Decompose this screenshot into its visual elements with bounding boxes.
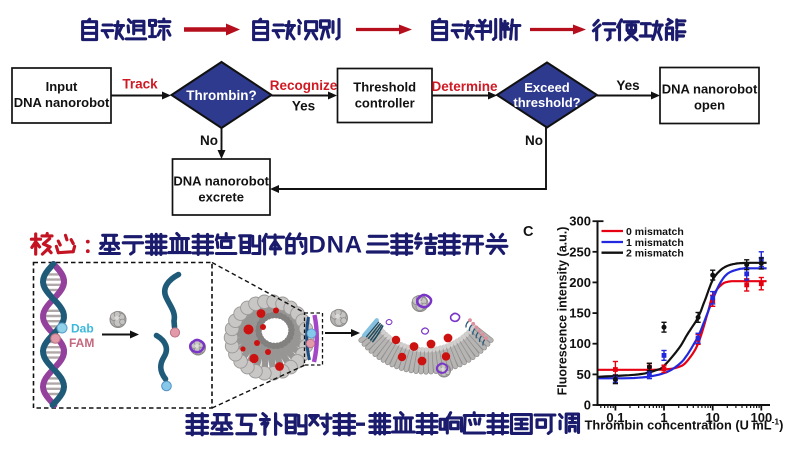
svg-text:100: 100: [569, 336, 591, 351]
svg-text:open: open: [694, 98, 725, 113]
svg-text:DNA: DNA: [309, 231, 363, 258]
svg-text:Threshold: Threshold: [353, 80, 416, 95]
svg-text:2 mismatch: 2 mismatch: [626, 248, 684, 260]
svg-text:200: 200: [569, 275, 591, 290]
svg-text:250: 250: [569, 244, 591, 259]
svg-text:Recognize: Recognize: [270, 78, 338, 93]
svg-text:controller: controller: [355, 96, 415, 111]
svg-text:Thrombin?: Thrombin?: [186, 88, 257, 103]
svg-text:300: 300: [569, 214, 591, 229]
svg-text:Dab: Dab: [71, 322, 94, 336]
svg-text:excrete: excrete: [198, 190, 244, 205]
svg-text:Yes: Yes: [292, 99, 315, 114]
svg-text:Exceed: Exceed: [524, 80, 570, 95]
svg-text:threshold?: threshold?: [513, 95, 580, 110]
svg-text:DNA nanorobot: DNA nanorobot: [173, 174, 269, 189]
svg-text:No: No: [200, 133, 218, 148]
svg-text:Track: Track: [122, 77, 158, 92]
svg-text:Determine: Determine: [431, 79, 498, 94]
svg-text:FAM: FAM: [69, 336, 94, 350]
svg-text:C: C: [523, 224, 534, 240]
svg-text:Thrombin concentration (U mL-1: Thrombin concentration (U mL-1): [585, 417, 784, 433]
svg-text:Fluorescence intensity (a.u.): Fluorescence intensity (a.u.): [556, 227, 570, 396]
svg-text:0: 0: [584, 398, 591, 413]
svg-text:150: 150: [569, 306, 591, 321]
svg-text:DNA nanorobot: DNA nanorobot: [662, 82, 758, 97]
svg-text:No: No: [525, 133, 543, 148]
svg-text:50: 50: [577, 367, 591, 382]
svg-text:DNA nanorobot: DNA nanorobot: [14, 95, 110, 110]
svg-text:Input: Input: [46, 79, 78, 94]
svg-text:Yes: Yes: [616, 78, 639, 93]
